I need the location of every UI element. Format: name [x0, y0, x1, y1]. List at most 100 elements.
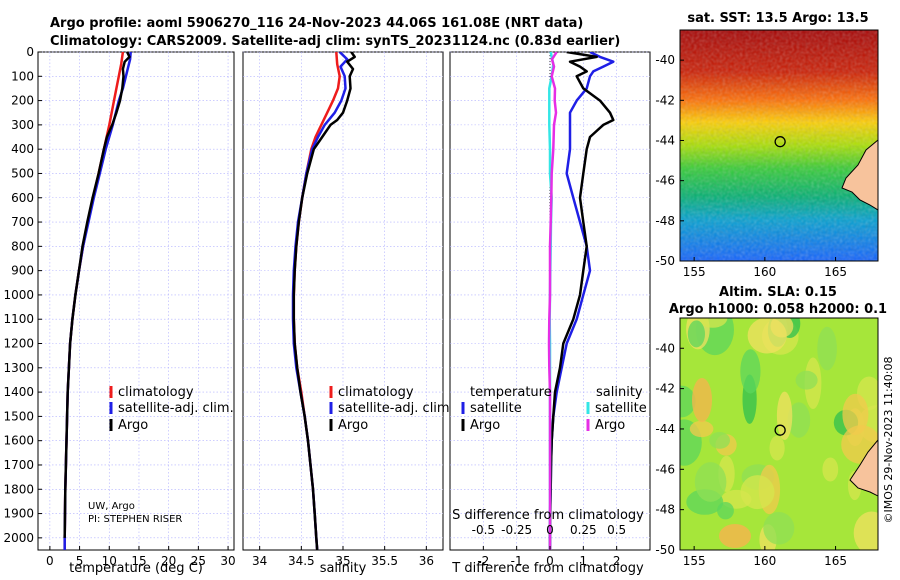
map-y-tick-label: -50: [655, 254, 675, 268]
legend-temperature-title: temperature: [470, 385, 552, 400]
argo-location-marker: [774, 424, 786, 436]
depth-tick-label: 400: [11, 142, 34, 156]
temperature-x-ticks: 0 5 10 15 20 25 30: [46, 546, 236, 568]
x-tick-label: 34: [252, 554, 267, 568]
sla-blob: [817, 326, 837, 371]
salinity-difference-tick-label: 0.25: [570, 523, 597, 537]
map-x-tick-label: 165: [824, 265, 847, 279]
map-x-tick-label: 155: [683, 265, 706, 279]
sla-blob: [795, 370, 818, 390]
salinity-difference-tick-label: -0.5: [472, 523, 495, 537]
temperature-grid: [38, 51, 234, 550]
map-y-tick-label: -40: [655, 341, 675, 355]
x-tick-label: 15: [131, 554, 146, 568]
depth-axis-ticks: 0 100 200 300 400 500 600 700 800 900 1000 1100 1200…: [3, 45, 42, 545]
temperature-difference-xlabel: T difference from climatology: [451, 561, 644, 576]
temperature-series: [63, 52, 132, 550]
map-y-tick-label: -42: [655, 93, 675, 107]
salinity-legend: climatology satellite-adj. clim. Argo: [329, 385, 454, 433]
legend-climatology-label: climatology: [118, 385, 194, 400]
sst-map-title: sat. SST: 13.5 Argo: 13.5: [687, 11, 868, 26]
figure-title-line2: Climatology: CARS2009. Satellite-adj cli…: [50, 34, 620, 49]
legend-argo-label: Argo: [118, 418, 148, 433]
map-x-tick-label: 160: [753, 554, 776, 568]
imos-watermark: ©IMOS 29-Nov-2023 11:40:08: [882, 357, 895, 524]
difference-x-ticks: -2 -1 0 1 2: [477, 546, 620, 568]
sla-blob: [822, 457, 839, 482]
map-y-tick-label: -48: [655, 503, 675, 517]
legend-argo-label: Argo: [338, 418, 368, 433]
sla-map-subtitle: Argo h1000: 0.058 h2000: 0.1: [669, 302, 887, 317]
legend-temp-argo-label: Argo: [470, 418, 500, 433]
x-tick-label: -2: [477, 554, 489, 568]
series-line-salinity-argo: [547, 52, 558, 550]
sla-blob: [687, 320, 706, 348]
x-tick-label: -1: [511, 554, 523, 568]
sla-anomaly-blobs: [680, 318, 878, 550]
sla-blob: [853, 511, 878, 550]
sla-blob: [717, 502, 734, 520]
x-tick-label: 30: [220, 554, 235, 568]
sla-blob: [842, 393, 869, 436]
difference-legend: temperature salinity satellite Argo sate…: [461, 385, 647, 433]
depth-tick-label: 200: [11, 94, 34, 108]
x-tick-label: 36: [419, 554, 434, 568]
argo-location-marker: [774, 136, 786, 148]
series-line-argo: [63, 52, 131, 538]
depth-tick-label: 800: [11, 239, 34, 253]
sla-map-title: Altim. SLA: 0.15: [719, 285, 837, 300]
depth-tick-label: 700: [11, 215, 34, 229]
depth-tick-label: 1000: [3, 288, 34, 302]
depth-tick-label: 100: [11, 69, 34, 83]
annotation-pi: PI: STEPHEN RISER: [88, 514, 182, 525]
series-line-temperature-argo: [548, 52, 615, 550]
sla-blob: [776, 391, 793, 440]
depth-tick-label: 600: [11, 191, 34, 205]
depth-tick-label: 1600: [3, 434, 34, 448]
depth-tick-label: 1400: [3, 385, 34, 399]
sla-blob: [719, 524, 751, 548]
salinity-difference-xlabel: S difference from climatology: [452, 508, 644, 523]
x-tick-label: 1: [580, 554, 588, 568]
sla-blob: [689, 420, 714, 438]
x-tick-label: 0: [546, 554, 554, 568]
sla-map-ticks: 155 160 165 -40 -42 -44 -46 -48 -50: [655, 341, 847, 568]
sla-blob: [692, 378, 712, 422]
x-tick-label: 35.5: [371, 554, 398, 568]
map-x-tick-label: 155: [683, 554, 706, 568]
x-tick-label: 35: [335, 554, 350, 568]
salinity-difference-tick-label: -0.25: [501, 523, 532, 537]
x-tick-label: 0: [46, 554, 54, 568]
difference-panel: -2 -1 0 1 2 -0.5 -0.25 0 0.25 0.5 S difference f…: [449, 51, 651, 576]
sla-blob: [740, 475, 775, 510]
map-y-tick-label: -48: [655, 214, 675, 228]
x-tick-label: 25: [191, 554, 206, 568]
depth-tick-label: 900: [11, 264, 34, 278]
depth-tick-label: 1800: [3, 482, 34, 496]
sla-map-panel: Altim. SLA: 0.15 Argo h1000: 0.058 h2000…: [655, 285, 887, 568]
map-x-tick-label: 160: [753, 265, 776, 279]
sst-map-panel: sat. SST: 13.5 Argo: 13.5 155 160 165 -40 -4…: [655, 11, 879, 279]
sla-blob: [697, 318, 728, 328]
depth-tick-label: 1300: [3, 361, 34, 375]
legend-sal-argo-label: Argo: [595, 418, 625, 433]
legend-satellite-label: satellite-adj. clim.: [338, 401, 454, 416]
map-y-tick-label: -50: [655, 543, 675, 557]
x-tick-label: 10: [102, 554, 117, 568]
sst-map-ticks: 155 160 165 -40 -42 -44 -46 -48 -50: [655, 53, 847, 279]
x-tick-label: 20: [161, 554, 176, 568]
new-zealand-coast: [841, 139, 878, 211]
map-x-tick-label: 165: [824, 554, 847, 568]
x-tick-label: 2: [613, 554, 621, 568]
sla-blob: [680, 385, 696, 418]
temperature-axes: [37, 51, 235, 551]
salinity-difference-tick-label: 0: [546, 523, 554, 537]
salinity-series: [291, 52, 356, 550]
temperature-legend: climatology satellite-adj. clim. Argo: [109, 385, 234, 433]
sla-map-frame: [679, 317, 879, 551]
sla-blob: [709, 432, 730, 449]
map-y-tick-label: -44: [655, 133, 675, 147]
depth-tick-label: 500: [11, 166, 34, 180]
figure-title-line1: Argo profile: aoml 5906270_116 24-Nov-20…: [50, 16, 583, 31]
